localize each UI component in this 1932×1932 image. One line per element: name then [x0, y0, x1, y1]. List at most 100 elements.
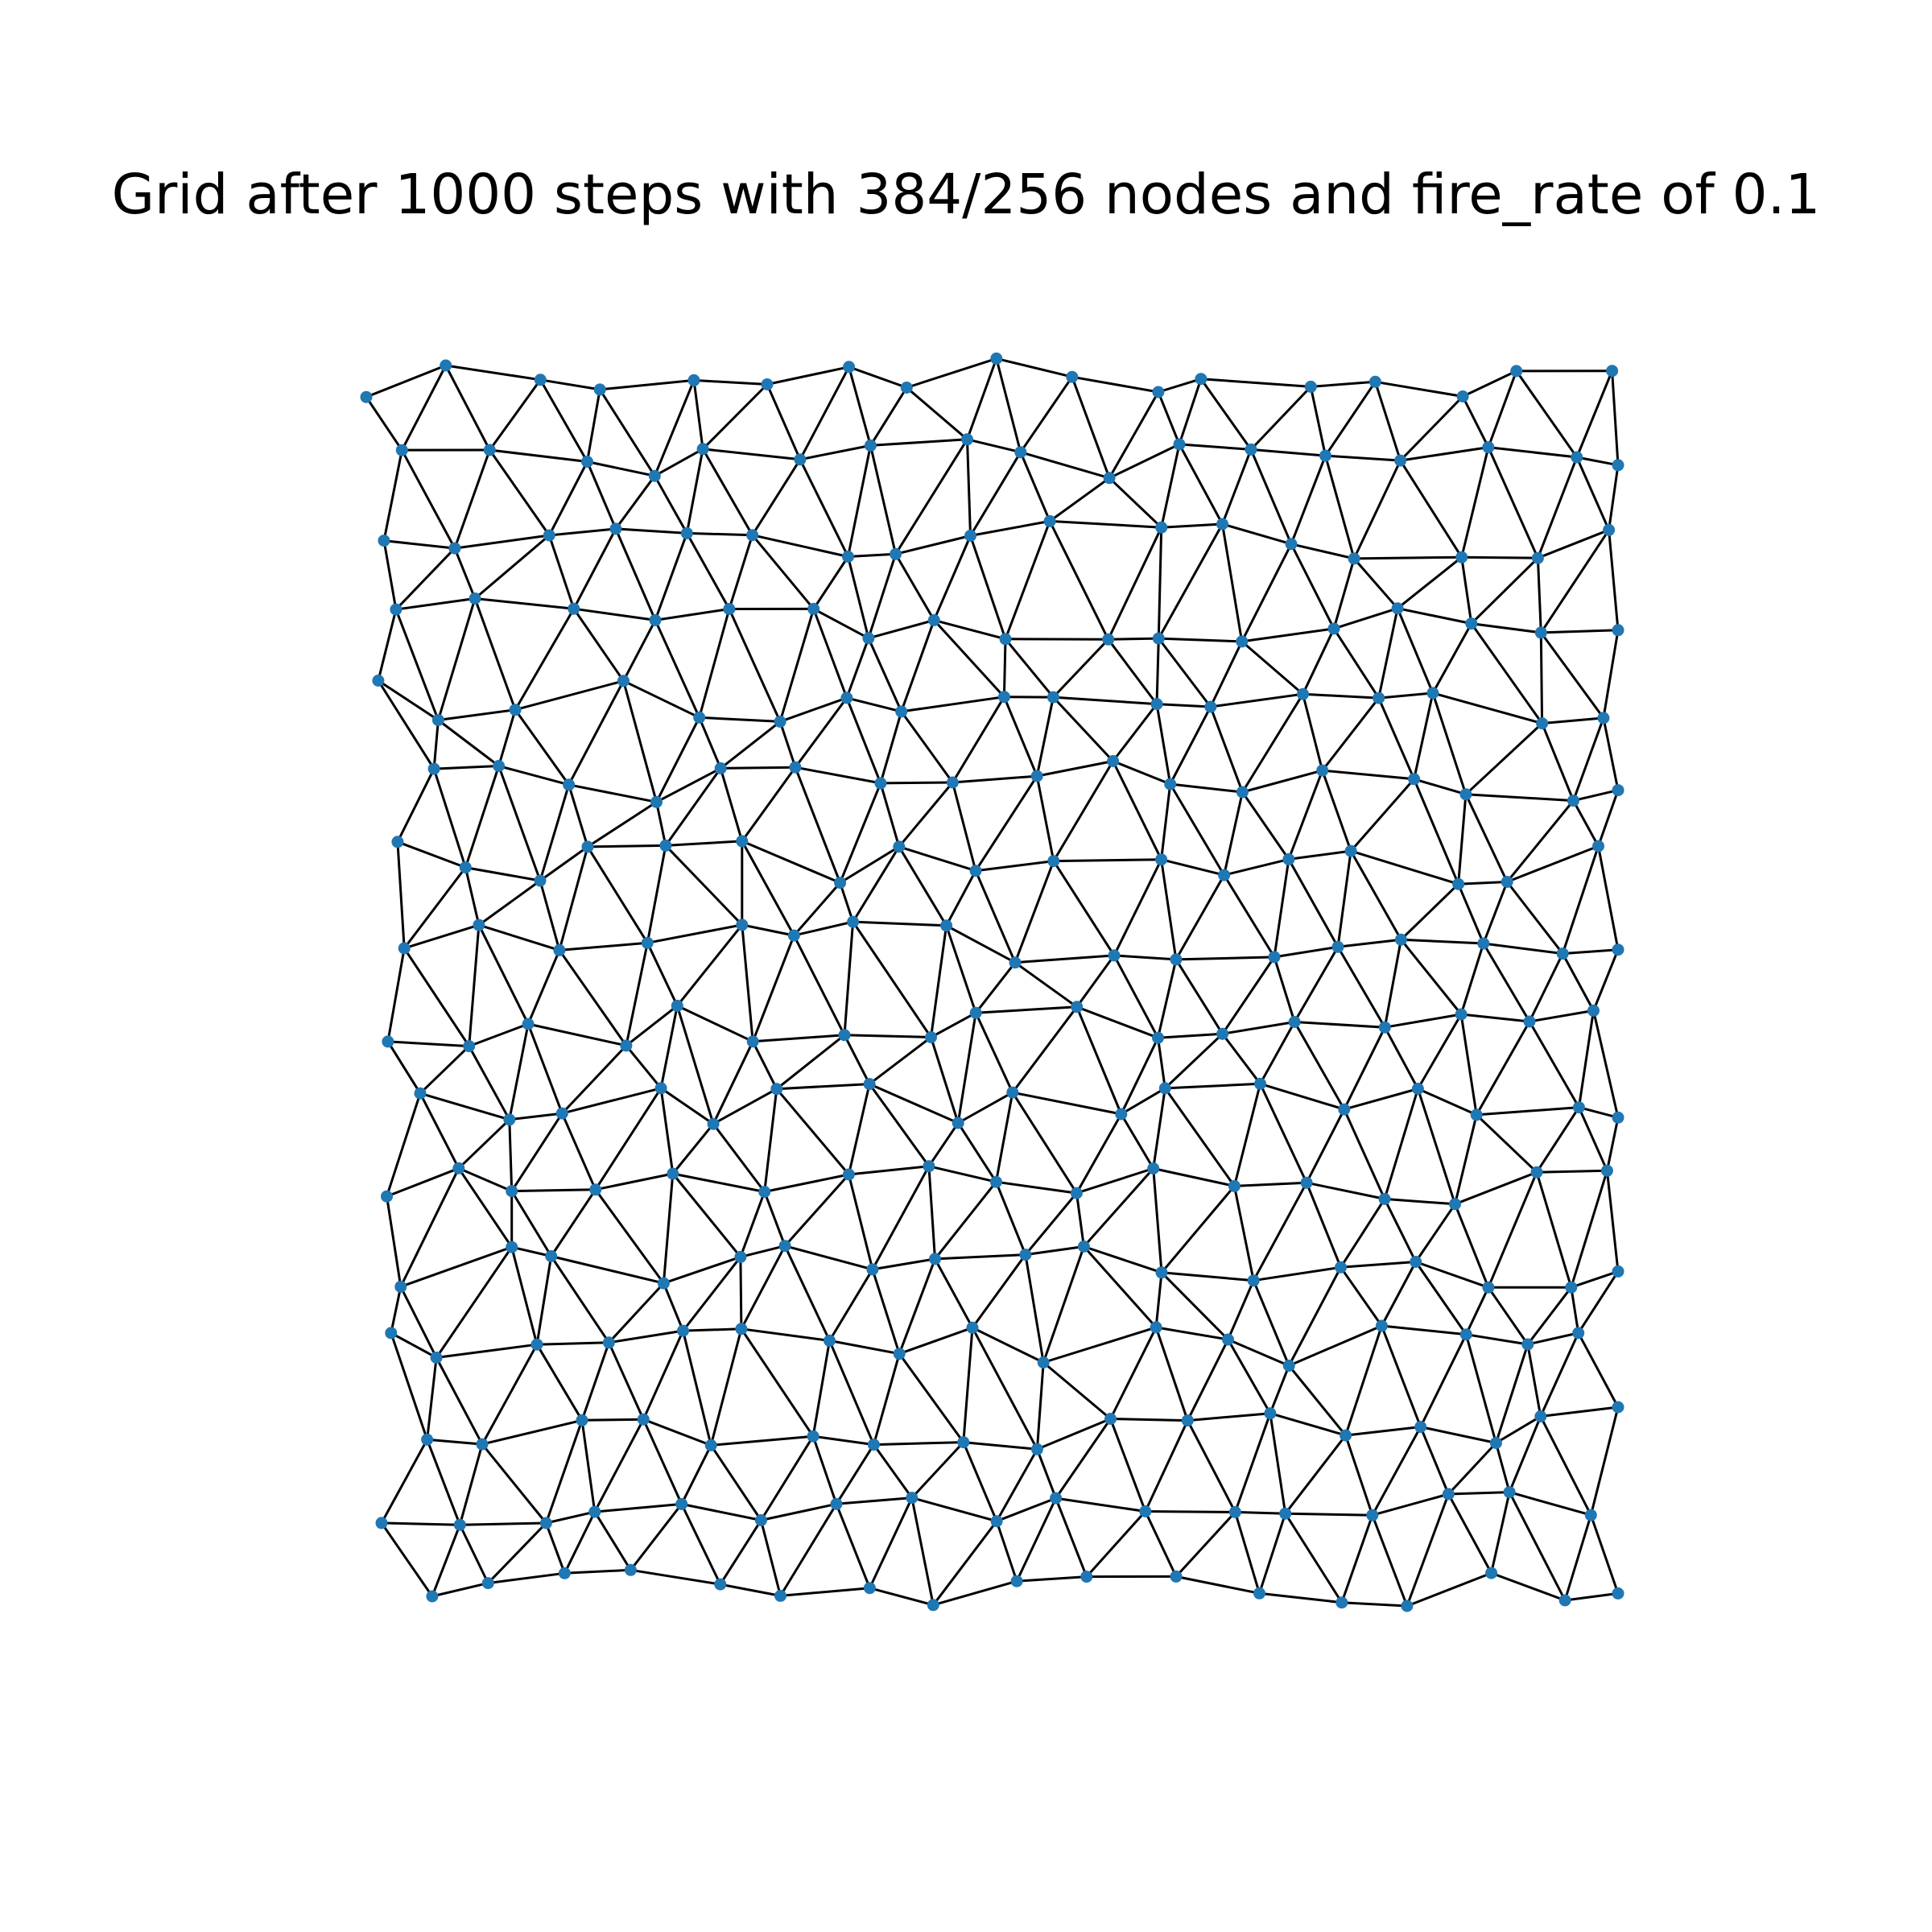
graph-edge — [1454, 1170, 1538, 1206]
graph-edge — [444, 364, 491, 452]
graph-node — [1152, 632, 1165, 645]
graph-edge — [431, 1523, 461, 1598]
graph-edge — [1340, 1261, 1418, 1269]
graph-edge — [655, 766, 722, 803]
graph-edge — [659, 1087, 675, 1175]
graph-edge — [839, 782, 882, 885]
graph-node — [1050, 1492, 1063, 1505]
graph-edge — [799, 458, 849, 558]
graph-edge — [775, 1088, 850, 1176]
graph-node — [1288, 1016, 1301, 1028]
graph-edge — [847, 552, 898, 558]
graph-node — [1348, 552, 1360, 565]
graph-node — [842, 1168, 855, 1181]
graph-node — [1477, 937, 1490, 950]
graph-node — [1378, 1021, 1391, 1034]
graph-edge — [1290, 454, 1327, 546]
graph-edge — [572, 607, 625, 683]
graph-edge — [1431, 622, 1473, 695]
graph-node — [929, 1253, 941, 1265]
graph-edge — [1273, 945, 1340, 959]
graph-node — [1222, 1333, 1234, 1346]
graph-node — [1597, 712, 1610, 724]
graph-edge — [1526, 1343, 1542, 1418]
graph-edge — [910, 1496, 935, 1607]
graph-node — [1465, 617, 1478, 630]
graph-edge — [1055, 1496, 1088, 1579]
graph-edge — [848, 365, 908, 389]
graph-edge — [1464, 793, 1509, 883]
graph-edge — [547, 534, 576, 610]
graph-edge — [1152, 1087, 1166, 1170]
graph-edge — [1011, 1091, 1078, 1195]
graph-edge — [654, 618, 701, 719]
graph-edge — [653, 448, 704, 477]
graph-edge — [812, 607, 870, 640]
graph-edge — [1343, 1088, 1419, 1111]
graph-edge — [1209, 692, 1304, 708]
graph-edge — [835, 1496, 914, 1505]
graph-edge — [1107, 638, 1158, 706]
graph-edge — [1457, 882, 1485, 945]
graph-edge — [426, 1438, 461, 1526]
graph-edge — [1157, 378, 1203, 394]
graph-node — [862, 632, 875, 645]
graph-edge — [1399, 446, 1490, 462]
graph-edge — [1221, 522, 1293, 546]
graph-node — [641, 936, 654, 949]
graph-edge — [927, 1165, 936, 1261]
graph-edge — [1004, 638, 1110, 641]
graph-node — [1104, 1413, 1117, 1425]
graph-edge — [956, 1091, 1014, 1125]
graph-edge — [894, 552, 935, 621]
graph-node — [649, 613, 662, 626]
graph-edge — [539, 783, 571, 882]
graph-edge — [775, 1083, 871, 1091]
graph-node — [1459, 1328, 1472, 1341]
graph-edge — [488, 448, 551, 537]
graph-edge — [698, 716, 782, 723]
graph-edge — [1160, 522, 1224, 529]
graph-edge — [692, 378, 769, 386]
graph-node — [398, 942, 411, 955]
graph-node — [534, 374, 547, 386]
graph-edge — [622, 679, 658, 803]
graph-edge — [1249, 448, 1327, 457]
graph-edge — [1144, 1419, 1189, 1513]
graph-edge — [477, 923, 561, 952]
graph-node — [1216, 1027, 1229, 1040]
graph-node — [522, 1018, 535, 1030]
graph-edge — [1109, 1418, 1189, 1422]
graph-node — [1335, 1261, 1347, 1274]
graph-node — [452, 1162, 465, 1174]
graph-edge — [719, 1519, 762, 1586]
graph-node — [1319, 449, 1331, 462]
graph-edge — [642, 1418, 712, 1447]
graph-node — [506, 1185, 518, 1198]
graph-node — [696, 443, 709, 456]
graph-edge — [1457, 793, 1468, 886]
graph-edge — [1539, 631, 1605, 720]
graph-node — [1482, 441, 1495, 454]
graph-node — [588, 1505, 601, 1518]
graph-edge — [1340, 1513, 1374, 1604]
graph-edge — [1112, 760, 1163, 861]
graph-edge — [1174, 873, 1226, 961]
graph-edge — [586, 845, 649, 944]
graph-edge — [1414, 1261, 1468, 1336]
graph-edge — [1343, 1108, 1386, 1200]
graph-node — [1489, 1437, 1502, 1449]
graph-edge — [1572, 799, 1600, 848]
graph-edge — [1487, 446, 1579, 459]
graph-edge — [1482, 942, 1564, 956]
graph-edge — [1055, 1418, 1112, 1500]
graph-edge — [1108, 390, 1160, 480]
graph-edge — [701, 448, 754, 537]
graph-edge — [1399, 395, 1464, 462]
graph-edge — [1577, 1331, 1620, 1409]
graph-node — [1006, 1086, 1019, 1099]
graph-node — [1304, 380, 1317, 393]
graph-node — [1571, 451, 1583, 464]
graph-node — [734, 1250, 747, 1263]
graph-edge — [932, 535, 972, 621]
